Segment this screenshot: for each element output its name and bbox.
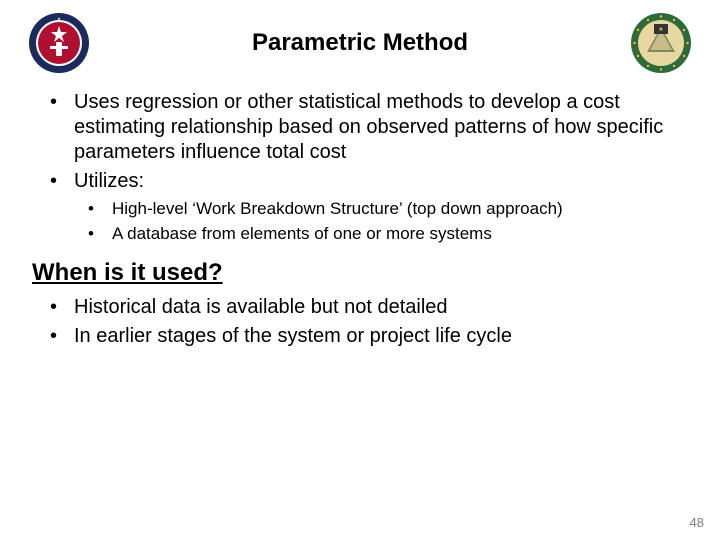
bullet-sub: • A database from elements of one or mor… [88, 223, 688, 245]
subheading: When is it used? [32, 259, 688, 287]
bullet-main: • Utilizes: [50, 169, 688, 194]
slide-header: ★ Parametric Method ★ [28, 8, 692, 78]
bullet-text: High-level ‘Work Breakdown Structure’ (t… [112, 198, 563, 220]
army-seal-left-icon: ★ [28, 12, 90, 74]
bullet-text: Historical data is available but not det… [74, 295, 448, 320]
slide-title: Parametric Method [90, 29, 630, 57]
army-seal-right-icon: ★ [630, 12, 692, 74]
bullet-dot-icon: • [50, 169, 74, 194]
bullet-main: • Uses regression or other statistical m… [50, 90, 688, 165]
svg-text:★: ★ [658, 26, 663, 33]
bullet-text: Uses regression or other statistical met… [74, 90, 688, 165]
bullet-dot-icon: • [50, 90, 74, 165]
bullet-text: Utilizes: [74, 169, 144, 194]
bullet-dot-icon: • [88, 223, 112, 245]
bullet-text: A database from elements of one or more … [112, 223, 492, 245]
bullet-when: • Historical data is available but not d… [50, 295, 688, 320]
bullet-dot-icon: • [50, 324, 74, 349]
page-number: 48 [690, 515, 704, 530]
bullet-sub: • High-level ‘Work Breakdown Structure’ … [88, 198, 688, 220]
slide-body: • Uses regression or other statistical m… [28, 90, 692, 349]
bullet-dot-icon: • [50, 295, 74, 320]
bullet-dot-icon: • [88, 198, 112, 220]
svg-text:★: ★ [57, 16, 61, 21]
bullet-when: • In earlier stages of the system or pro… [50, 324, 688, 349]
bullet-text: In earlier stages of the system or proje… [74, 324, 512, 349]
